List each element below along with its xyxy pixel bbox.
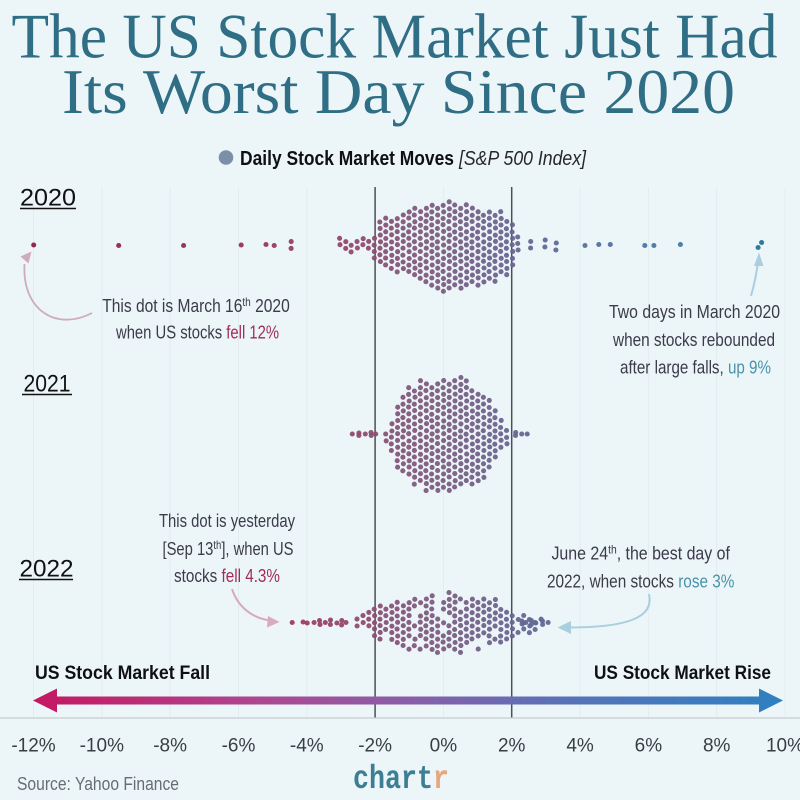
svg-text:-4%: -4% bbox=[290, 736, 324, 757]
svg-text:2021: 2021 bbox=[24, 371, 71, 398]
svg-text:-10%: -10% bbox=[80, 736, 124, 757]
svg-text:0%: 0% bbox=[430, 736, 458, 757]
svg-text:when stocks rebounded: when stocks rebounded bbox=[612, 329, 775, 350]
svg-text:[S&P 500 Index]: [S&P 500 Index] bbox=[458, 148, 586, 170]
svg-text:Two days in March 2020: Two days in March 2020 bbox=[609, 301, 780, 322]
svg-text:-8%: -8% bbox=[153, 736, 187, 757]
svg-text:after large falls, up 9%: after large falls, up 9% bbox=[620, 357, 771, 378]
svg-text:stocks fell 4.3%: stocks fell 4.3% bbox=[174, 565, 280, 586]
svg-text:6%: 6% bbox=[635, 736, 663, 757]
svg-text:2022, when stocks rose 3%: 2022, when stocks rose 3% bbox=[547, 571, 735, 592]
svg-text:June 24th, the best day of: June 24th, the best day of bbox=[551, 543, 730, 564]
svg-text:US Stock Market Rise: US Stock Market Rise bbox=[594, 663, 771, 684]
svg-text:US Stock Market Fall: US Stock Market Fall bbox=[35, 663, 210, 684]
svg-text:-2%: -2% bbox=[358, 736, 392, 757]
svg-text:when US stocks fell 12%: when US stocks fell 12% bbox=[115, 322, 279, 343]
svg-text:10%: 10% bbox=[766, 736, 800, 757]
svg-text:[Sep 13th], when US: [Sep 13th], when US bbox=[163, 538, 294, 559]
svg-text:2%: 2% bbox=[498, 736, 526, 757]
svg-text:Daily Stock Market Moves: Daily Stock Market Moves bbox=[240, 148, 454, 170]
svg-text:4%: 4% bbox=[566, 736, 594, 757]
svg-text:-6%: -6% bbox=[222, 736, 256, 757]
svg-text:Its Worst Day Since 2020: Its Worst Day Since 2020 bbox=[62, 56, 735, 127]
svg-text:The US Stock Market Just Had: The US Stock Market Just Had bbox=[12, 1, 778, 72]
svg-text:2022: 2022 bbox=[20, 556, 74, 583]
svg-text:Source: Yahoo Finance: Source: Yahoo Finance bbox=[17, 773, 179, 794]
svg-text:chartr: chartr bbox=[353, 761, 449, 798]
svg-text:8%: 8% bbox=[703, 736, 731, 757]
svg-text:2020: 2020 bbox=[20, 185, 76, 212]
svg-text:This dot is yesterday: This dot is yesterday bbox=[159, 510, 296, 531]
svg-text:-12%: -12% bbox=[11, 736, 55, 757]
svg-text:This dot is March 16th 2020: This dot is March 16th 2020 bbox=[102, 295, 290, 316]
